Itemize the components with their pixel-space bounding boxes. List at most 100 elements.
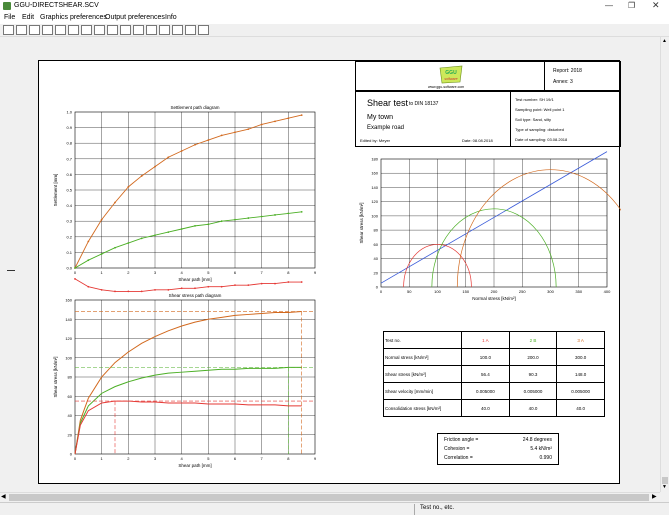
settlement-point (287, 212, 290, 215)
export-icon[interactable] (185, 25, 196, 35)
table-row-label: Consolidation stress [kN/m²] (383, 399, 462, 417)
scroll-up-icon[interactable]: ▲ (662, 38, 667, 44)
settlement-point (220, 134, 223, 137)
save-as-icon[interactable] (42, 25, 53, 35)
mohr-xtick-label: 200 (491, 289, 498, 294)
open-icon[interactable] (16, 25, 27, 35)
settlement-point (114, 246, 116, 249)
mohr-xtick-label: 250 (519, 289, 526, 294)
scroll-thumb-h[interactable] (9, 494, 649, 501)
settlement-point (274, 214, 276, 216)
paste-icon[interactable] (172, 25, 183, 35)
settlement-xtick-label: 7 (261, 270, 264, 275)
print-icon[interactable] (55, 25, 66, 35)
zoom-icon[interactable] (81, 25, 92, 35)
shear-ytick-label: 140 (65, 317, 72, 322)
close-button[interactable]: ✕ (652, 0, 660, 10)
help-icon[interactable] (198, 25, 209, 35)
detail-sampling-type: Type of sampling: disturbed (515, 127, 564, 132)
settlement-point (260, 123, 263, 126)
mohr-xlabel: Normal stress [kN/m²] (472, 296, 516, 301)
left-charts: 0 1 2 3 4 5 6 7 8 9 0.0 0.1 0.2 0.3 0.4 0.5 0.6 0.7 0.8 0.9… (53, 105, 317, 468)
summary-row: Cohesion = 5.4 kN/m² (444, 446, 552, 452)
menu-output-preferences[interactable]: Output preferences (105, 14, 165, 21)
scroll-thumb-v[interactable] (662, 477, 668, 484)
settlement-point (220, 220, 223, 223)
shear-ytick-label: 80 (68, 375, 73, 380)
shear-ytick-label: 60 (68, 394, 73, 399)
filter-icon[interactable] (68, 25, 79, 35)
menu-info[interactable]: Info (165, 14, 177, 21)
settlement-point (287, 281, 290, 283)
settlement-xtick-label: 5 (207, 270, 210, 275)
table-row-label: Shear velocity [mm/min] (383, 382, 462, 400)
status-bar: Test no., etc. (0, 502, 669, 515)
move-icon[interactable] (120, 25, 131, 35)
mohr-ytick-label: 120 (371, 199, 378, 204)
new-icon[interactable] (3, 25, 14, 35)
mohr-circle (456, 169, 621, 288)
shear-ytick-label: 0 (70, 452, 73, 457)
table-cell: 56.4 (461, 365, 510, 383)
settlement-xtick-label: 9 (314, 270, 317, 275)
menu-file[interactable]: File (4, 14, 16, 21)
scroll-down-icon[interactable]: ▼ (662, 484, 667, 490)
shear-xtick-label: 0 (74, 456, 77, 461)
title-bar: GGU-DIRECTSHEAR.SCV — ❐ ✕ (0, 0, 669, 13)
menu-bar: File Edit Graphics preferences Output pr… (0, 13, 669, 24)
shear-xtick-label: 3 (154, 456, 157, 461)
mohr-ytick-label: 140 (371, 185, 378, 190)
menu-graphics-preferences[interactable]: Graphics preferences (40, 14, 107, 21)
settlement-point (287, 117, 290, 120)
table-cell: 40.0 (556, 399, 605, 417)
shear-xtick-label: 2 (127, 456, 130, 461)
table-cell: 0.005000 (508, 382, 558, 400)
settlement-ytick-label: 0.5 (66, 188, 72, 193)
settlement-point (87, 285, 90, 288)
horizontal-scrollbar[interactable]: ◀ ▶ (0, 492, 660, 502)
minimize-button[interactable]: — (605, 1, 613, 10)
table-cell: 90.3 (508, 365, 558, 383)
settlement-point (274, 282, 276, 285)
settlement-ytick-label: 0.1 (66, 250, 72, 255)
page-icon[interactable] (133, 25, 144, 35)
settlement-point (180, 287, 183, 290)
settlement-point (100, 253, 103, 255)
settlement-ytick-label: 0.6 (66, 172, 72, 177)
settlement-point (100, 288, 103, 291)
menu-edit[interactable]: Edit (22, 14, 35, 21)
settlement-point (180, 150, 183, 152)
settlement-point (274, 120, 276, 123)
zoom-in-icon[interactable] (94, 25, 105, 35)
shear-ytick-label: 40 (68, 413, 73, 418)
detail-sampling-date: Date of sampling: 03.08.2018 (515, 137, 568, 142)
header-logo-box: GGU software www.ggu-software.com (355, 61, 545, 91)
mohr-ytick-label: 180 (371, 157, 378, 162)
table-header-test: 3 A (556, 331, 605, 349)
mohr-xtick-label: 150 (462, 289, 469, 294)
settlement-point (127, 242, 130, 244)
settlement-point (260, 282, 263, 285)
test-norm: to DIN 18137 (409, 101, 439, 107)
page-marker (7, 270, 15, 271)
mohr-failure-line (380, 151, 608, 284)
settlement-ytick-label: 1.0 (66, 110, 72, 115)
logo-url: www.ggu-software.com (428, 85, 465, 89)
settlement-series-line (74, 211, 302, 269)
test-title-box: Shear test to DIN 18137 My town Example … (355, 91, 511, 147)
save-icon[interactable] (29, 25, 40, 35)
settlement-point (87, 240, 90, 243)
settlement-point (167, 288, 170, 291)
scroll-right-icon[interactable]: ▶ (652, 494, 657, 500)
copy-icon[interactable] (159, 25, 170, 35)
maximize-button[interactable]: ❐ (628, 1, 636, 10)
zoom-out-icon[interactable] (107, 25, 118, 35)
arrow-icon[interactable] (146, 25, 157, 35)
mohr-xtick-label: 400 (604, 289, 611, 294)
table-cell: 40.0 (508, 399, 558, 417)
scroll-left-icon[interactable]: ◀ (1, 494, 6, 500)
vertical-scrollbar[interactable]: ▲ ▼ (660, 37, 669, 492)
settlement-point (74, 267, 76, 269)
mohr-ytick-label: 60 (374, 242, 379, 247)
shear-ytick-label: 100 (65, 355, 72, 360)
